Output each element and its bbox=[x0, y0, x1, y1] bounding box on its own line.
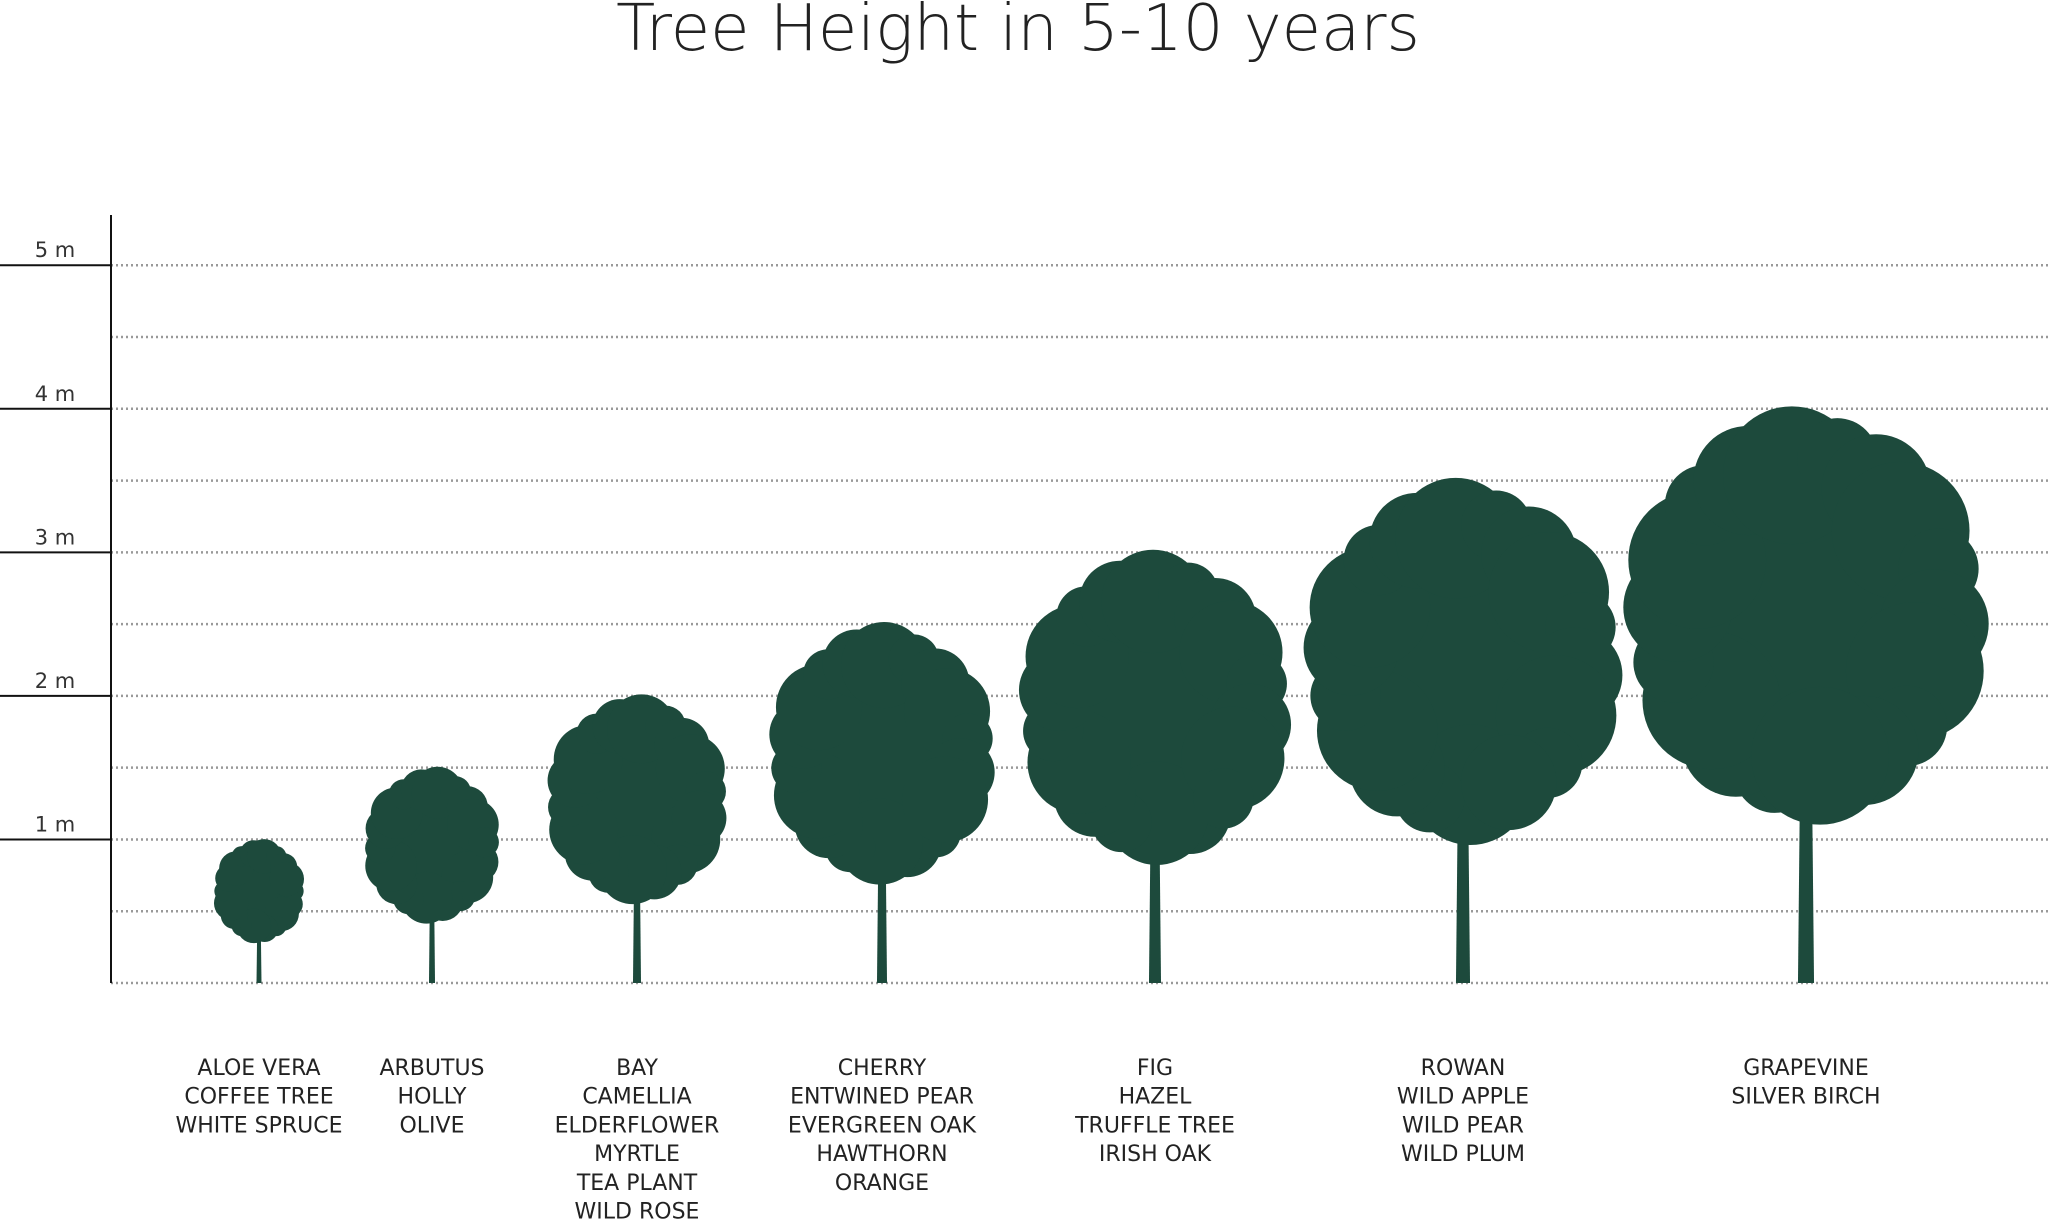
x-tick-label: COFFEE TREE bbox=[184, 1085, 333, 1110]
x-tick-label: HAWTHORN bbox=[816, 1142, 947, 1167]
x-tick-label: OLIVE bbox=[399, 1113, 464, 1138]
tree bbox=[365, 766, 499, 983]
x-tick-label: HOLLY bbox=[398, 1085, 467, 1110]
x-tick-label: ROWAN bbox=[1421, 1056, 1506, 1081]
tree bbox=[547, 694, 727, 983]
x-tick-label: ALOE VERA bbox=[197, 1056, 320, 1081]
tree bbox=[1303, 477, 1623, 983]
y-tick-label: 3 m bbox=[35, 525, 76, 549]
chart-title: Tree Height in 5-10 years bbox=[616, 0, 1420, 66]
crown-lobe bbox=[1461, 734, 1557, 831]
x-tick-label: WILD PEAR bbox=[1402, 1113, 1524, 1138]
x-tick-label: FIG bbox=[1137, 1056, 1173, 1081]
crown-lobe bbox=[1193, 768, 1254, 829]
y-tick-label: 4 m bbox=[35, 382, 76, 406]
tree bbox=[1018, 549, 1292, 983]
x-tick-label: ENTWINED PEAR bbox=[790, 1085, 974, 1110]
x-tick-label: ELDERFLOWER bbox=[555, 1113, 720, 1138]
x-tick-label: BAY bbox=[616, 1056, 658, 1081]
x-tick-label: HAZEL bbox=[1119, 1085, 1193, 1110]
x-tick-label: EVERGREEN OAK bbox=[788, 1113, 977, 1138]
x-tick-label: MYRTLE bbox=[594, 1142, 680, 1167]
x-tick-label: TEA PLANT bbox=[576, 1171, 698, 1196]
crown-lobe bbox=[901, 756, 989, 843]
x-tick-label: WILD APPLE bbox=[1397, 1085, 1529, 1110]
x-tick-label: SILVER BIRCH bbox=[1731, 1085, 1880, 1110]
y-tick-label: 1 m bbox=[35, 812, 76, 836]
y-tick-label: 2 m bbox=[35, 669, 76, 693]
crown-lobe bbox=[468, 827, 499, 858]
y-tick-label: 5 m bbox=[35, 238, 76, 262]
x-tick-label: WILD ROSE bbox=[575, 1200, 700, 1221]
x-tick-label: IRISH OAK bbox=[1099, 1142, 1212, 1167]
x-tick-label: CHERRY bbox=[838, 1056, 927, 1081]
x-tick-label: GRAPEVINE bbox=[1743, 1056, 1869, 1081]
crown-lobe bbox=[671, 790, 727, 846]
tree bbox=[213, 839, 305, 983]
x-tick-label: CAMELLIA bbox=[582, 1085, 691, 1110]
tree bbox=[769, 622, 995, 983]
x-tick-label: WILD PLUM bbox=[1401, 1142, 1525, 1167]
x-tick-label: ORANGE bbox=[835, 1171, 929, 1196]
x-tick-label: ARBUTUS bbox=[379, 1056, 484, 1081]
crown-lobe bbox=[1751, 686, 1890, 825]
x-tick-label: WHITE SPRUCE bbox=[176, 1113, 343, 1138]
crown-lobe bbox=[269, 861, 305, 897]
tree bbox=[1623, 406, 1989, 983]
x-tick-label: TRUFFLE TREE bbox=[1074, 1113, 1235, 1138]
